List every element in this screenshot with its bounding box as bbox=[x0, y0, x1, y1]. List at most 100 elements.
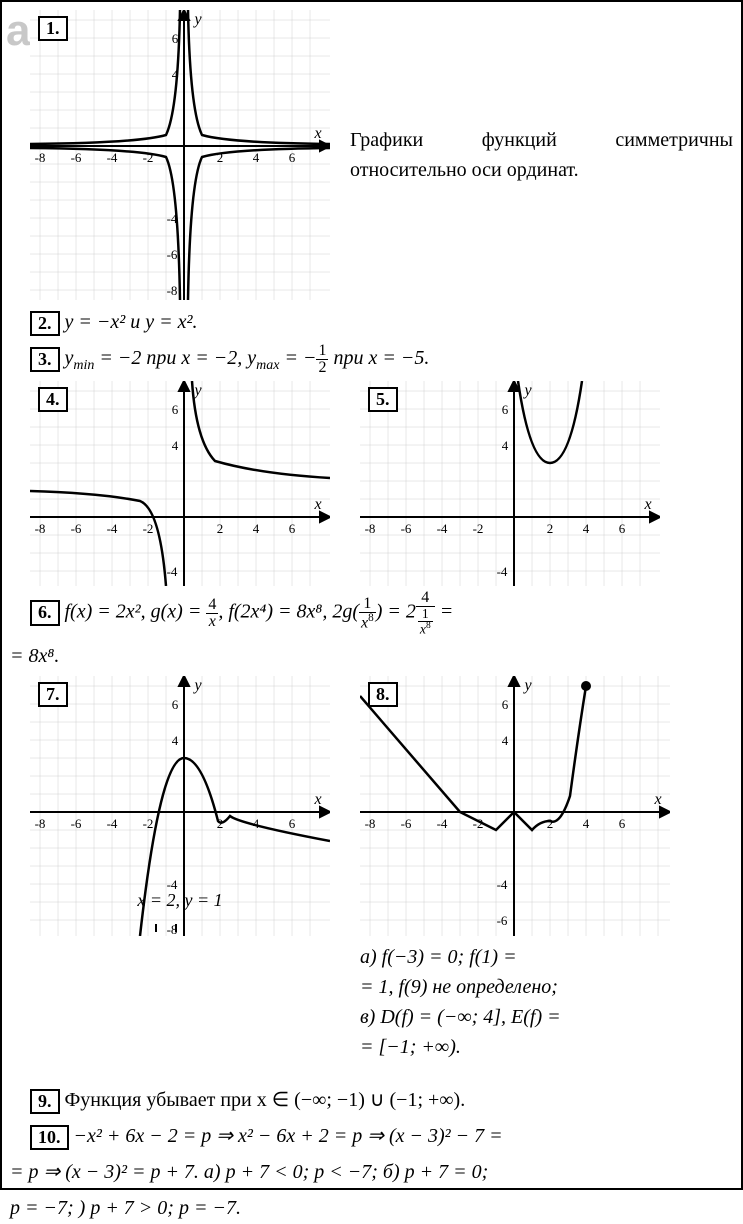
svg-text:-6: -6 bbox=[71, 521, 82, 536]
svg-text:x: x bbox=[313, 496, 321, 513]
label-9: 9. bbox=[30, 1089, 60, 1115]
svg-text:-8: -8 bbox=[365, 521, 376, 536]
svg-text:y: y bbox=[192, 677, 202, 694]
svg-text:6: 6 bbox=[502, 697, 509, 712]
svg-text:4: 4 bbox=[583, 521, 590, 536]
frac-4x8: 41x8 bbox=[416, 590, 435, 636]
line-6b: = 8x⁸. bbox=[10, 640, 733, 672]
svg-text:-6: -6 bbox=[71, 150, 82, 165]
svg-text:-8: -8 bbox=[35, 150, 46, 165]
svg-text:-8: -8 bbox=[35, 816, 46, 831]
svg-text:4: 4 bbox=[502, 733, 509, 748]
svg-text:x: x bbox=[313, 125, 321, 142]
svg-text:-4: -4 bbox=[107, 150, 118, 165]
svg-text:-4: -4 bbox=[107, 816, 118, 831]
item9-text: Функция убывает при x ∈ (−∞; −1) ∪ (−1; … bbox=[65, 1089, 466, 1111]
svg-text:x: x bbox=[653, 791, 661, 808]
item6-a: f(x) = 2x², g(x) = bbox=[65, 601, 207, 623]
svg-text:-4: -4 bbox=[107, 521, 118, 536]
svg-text:4: 4 bbox=[253, 150, 260, 165]
label-5: 5. bbox=[368, 387, 398, 412]
row-1: 1. -8-6-4-2 246 46 -4-6-8 y bbox=[10, 10, 733, 300]
svg-text:6: 6 bbox=[172, 697, 179, 712]
line-10c: p = −7; ) p + 7 > 0; p = −7. bbox=[10, 1192, 733, 1224]
svg-text:2: 2 bbox=[217, 521, 224, 536]
item3-b: = −2 при x = −2, y bbox=[94, 347, 256, 369]
page-content: 1. -8 -6 -4 -2 2 4 6 4 6 -4 -6 -8 y bbox=[10, 10, 733, 1224]
item3-max: max bbox=[256, 358, 279, 373]
item3-d: при x = −5. bbox=[328, 347, 429, 369]
svg-text:-6: -6 bbox=[497, 913, 508, 928]
svg-text:-4: -4 bbox=[437, 816, 448, 831]
svg-text:-4: -4 bbox=[497, 877, 508, 892]
svg-text:4: 4 bbox=[172, 733, 179, 748]
line-9: 9. Функция убывает при x ∈ (−∞; −1) ∪ (−… bbox=[30, 1084, 733, 1116]
line-10: 10. −x² + 6x − 2 = p ⇒ x² − 6x + 2 = p ⇒… bbox=[30, 1120, 733, 1152]
item8-a: а) f(−3) = 0; f(1) = bbox=[360, 942, 670, 972]
label-7: 7. bbox=[38, 682, 68, 707]
label-10: 10. bbox=[30, 1125, 69, 1151]
svg-text:6: 6 bbox=[289, 521, 296, 536]
svg-text:2: 2 bbox=[547, 816, 554, 831]
svg-text:2: 2 bbox=[547, 521, 554, 536]
svg-text:y: y bbox=[522, 382, 532, 399]
svg-text:4: 4 bbox=[583, 816, 590, 831]
svg-text:-6: -6 bbox=[401, 521, 412, 536]
item6-c: ) = 2 bbox=[376, 601, 416, 623]
frac-4x: 4x bbox=[206, 597, 218, 630]
row-charts-45: 4. -8 -6 -4 -2 2 4 6 4 6 -4 y x bbox=[30, 381, 733, 586]
svg-text:6: 6 bbox=[619, 816, 626, 831]
svg-text:6: 6 bbox=[619, 521, 626, 536]
svg-text:-4: -4 bbox=[167, 564, 178, 579]
svg-text:-4: -4 bbox=[497, 564, 508, 579]
endpoint-dot bbox=[581, 681, 591, 691]
chart-8-col: 8. -8-6-4-2 246 46 -4-6 y x bbox=[360, 676, 670, 1062]
item8-c: в) D(f) = (−∞; 4], E(f) = bbox=[360, 1002, 670, 1032]
line-2: 2. y = −x² и y = x². bbox=[30, 306, 733, 338]
chart-1-wrap: 1. -8-6-4-2 246 46 -4-6-8 y bbox=[30, 10, 330, 300]
item10-a: −x² + 6x − 2 = p ⇒ x² − 6x + 2 = p ⇒ (x … bbox=[74, 1125, 503, 1147]
item6-d: = bbox=[435, 601, 454, 623]
chart-8: -8-6-4-2 246 46 -4-6 y x bbox=[360, 676, 670, 936]
item8-b: = 1, f(9) не определено; bbox=[360, 972, 670, 1002]
label-1: 1. bbox=[38, 16, 68, 41]
svg-text:y: y bbox=[192, 11, 202, 28]
svg-text:6: 6 bbox=[502, 402, 509, 417]
svg-text:-8: -8 bbox=[167, 283, 178, 298]
svg-text:-2: -2 bbox=[143, 521, 154, 536]
label-8: 8. bbox=[368, 682, 398, 707]
line-3: 3. ymin = −2 при x = −2, ymax = −12 при … bbox=[30, 342, 733, 377]
item8-d: = [−1; +∞). bbox=[360, 1032, 670, 1062]
svg-text:-6: -6 bbox=[401, 816, 412, 831]
svg-text:y: y bbox=[522, 677, 532, 694]
chart-5-wrap: 5. -8-6-4-2 246 46 -4 y x bbox=[360, 381, 660, 586]
chart-1: -8-6-4-2 246 46 -4-6-8 y x bbox=[30, 10, 330, 300]
item8-text: а) f(−3) = 0; f(1) = = 1, f(9) не опреде… bbox=[360, 942, 670, 1062]
chart-7: -8-6-4-2 246 46 -4-8 y x x = 2, y = 1 bbox=[30, 676, 330, 936]
svg-text:-4: -4 bbox=[437, 521, 448, 536]
line-6: 6. f(x) = 2x², g(x) = 4x, f(2x⁴) = 8x⁸, … bbox=[30, 590, 733, 636]
svg-text:-8: -8 bbox=[365, 816, 376, 831]
svg-text:-2: -2 bbox=[143, 816, 154, 831]
chart-7-wrap: 7. -8-6-4-2 246 46 -4-8 y x bbox=[30, 676, 330, 1062]
label-2: 2. bbox=[30, 311, 60, 337]
svg-text:6: 6 bbox=[289, 816, 296, 831]
frac-1x8: 1x8 bbox=[359, 596, 376, 631]
svg-text:4: 4 bbox=[172, 438, 179, 453]
svg-text:x: x bbox=[313, 791, 321, 808]
svg-text:6: 6 bbox=[172, 402, 179, 417]
side-text-1: Графики функций симмет­ричны относительн… bbox=[330, 125, 733, 185]
item3-min: min bbox=[73, 358, 94, 373]
chart-4: -8-6-4-2 246 46 -4 y x bbox=[30, 381, 330, 586]
label-4: 4. bbox=[38, 387, 68, 412]
chart7-caption: x = 2, y = 1 bbox=[136, 890, 222, 910]
svg-text:-2: -2 bbox=[473, 521, 484, 536]
item3-c: = − bbox=[279, 347, 316, 369]
svg-text:-8: -8 bbox=[35, 521, 46, 536]
item6-b: , f(2x⁴) = 8x⁸, 2g( bbox=[218, 601, 359, 623]
svg-text:4: 4 bbox=[253, 521, 260, 536]
chart-5: -8-6-4-2 246 46 -4 y x bbox=[360, 381, 660, 586]
label-6: 6. bbox=[30, 600, 60, 626]
svg-text:4: 4 bbox=[502, 438, 509, 453]
svg-text:-6: -6 bbox=[71, 816, 82, 831]
